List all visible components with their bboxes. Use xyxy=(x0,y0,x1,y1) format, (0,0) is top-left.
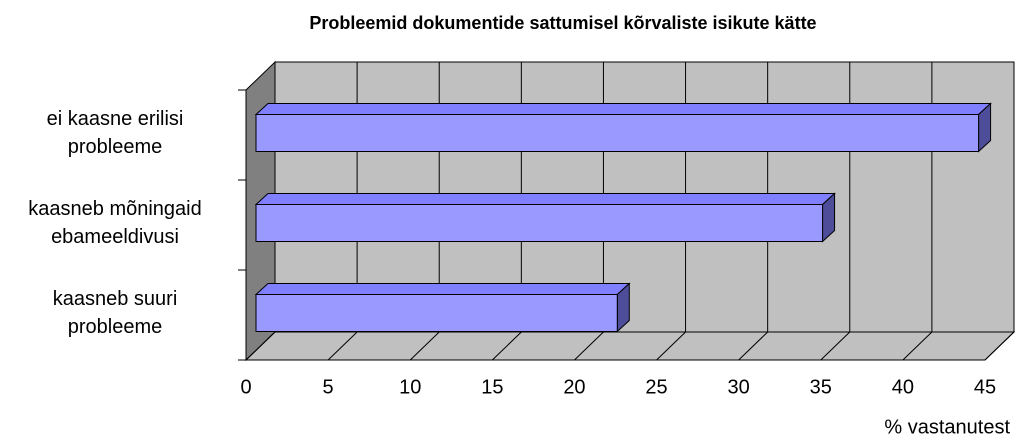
floor-grid-line xyxy=(656,331,686,361)
x-tick-label: 15 xyxy=(481,376,503,398)
chart-title: Probleemid dokumentide sattumisel kõrval… xyxy=(309,13,816,33)
floor xyxy=(244,331,1016,361)
x-tick-label: 40 xyxy=(892,376,914,398)
x-tick-label: 5 xyxy=(323,376,334,398)
x-tick-label: 45 xyxy=(974,376,996,398)
bar xyxy=(255,114,980,152)
bar-top xyxy=(254,103,992,115)
floor-grid-line xyxy=(902,331,933,361)
floor-grid-line xyxy=(245,331,276,361)
floor-grid-line xyxy=(409,331,440,361)
floor-grid-line xyxy=(574,331,604,361)
bar-top xyxy=(254,193,836,205)
floor-grid-line xyxy=(738,331,769,361)
y-tick-label: ei kaasne erilisi probleeme xyxy=(46,108,184,158)
y-tick-label: kaasneb suuri probleeme xyxy=(52,288,178,338)
bar xyxy=(255,204,824,242)
y-tick-label: kaasneb mõningaid ebameeldivusi xyxy=(28,198,202,248)
floor-grid-line xyxy=(984,331,1015,361)
bar xyxy=(255,294,618,332)
floor-grid-line xyxy=(491,331,522,361)
x-axis-title: % vastanutest xyxy=(884,416,1010,438)
x-tick-label: 10 xyxy=(399,376,421,398)
x-tick-label: 25 xyxy=(645,376,667,398)
floor-grid-line xyxy=(820,331,851,361)
x-tick-label: 20 xyxy=(563,376,585,398)
x-tick-label: 0 xyxy=(240,376,251,398)
bar-top xyxy=(254,283,631,295)
floor-grid-line xyxy=(327,331,358,361)
x-tick-label: 35 xyxy=(810,376,832,398)
x-tick-label: 30 xyxy=(728,376,750,398)
